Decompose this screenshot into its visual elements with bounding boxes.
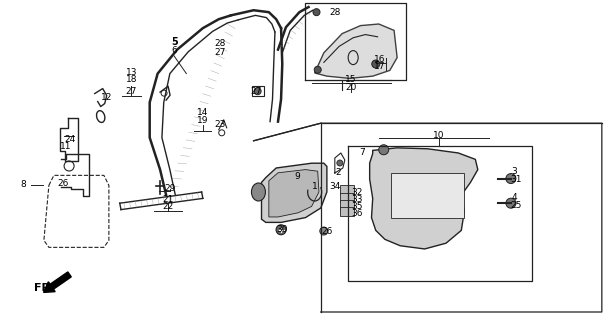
Text: 20: 20: [345, 83, 356, 92]
Text: 28: 28: [329, 8, 340, 17]
Text: 24: 24: [65, 135, 76, 144]
Text: 10: 10: [433, 131, 444, 140]
Text: 32: 32: [351, 188, 362, 196]
Bar: [340, 193, 354, 202]
Text: 26: 26: [321, 227, 332, 236]
Circle shape: [379, 145, 389, 155]
Text: 6: 6: [171, 46, 177, 55]
Text: 34: 34: [329, 182, 340, 191]
Bar: [340, 207, 354, 216]
Polygon shape: [370, 148, 478, 249]
Text: 3: 3: [511, 167, 518, 176]
Text: 27: 27: [251, 87, 262, 96]
Text: 14: 14: [197, 108, 208, 117]
Text: 36: 36: [351, 209, 362, 218]
Polygon shape: [315, 24, 397, 78]
Text: 7: 7: [359, 148, 365, 157]
Circle shape: [276, 225, 286, 235]
Text: 2: 2: [335, 168, 341, 177]
Text: 16: 16: [375, 55, 386, 64]
Polygon shape: [269, 170, 319, 217]
Text: 26: 26: [57, 179, 68, 188]
Text: 23: 23: [214, 120, 225, 129]
Text: 15: 15: [345, 75, 356, 84]
Circle shape: [337, 160, 343, 166]
Text: 30: 30: [277, 225, 288, 234]
Text: 9: 9: [295, 172, 301, 181]
Text: 28: 28: [214, 39, 225, 48]
Circle shape: [371, 60, 380, 68]
Bar: [340, 185, 354, 194]
Text: 8: 8: [20, 180, 26, 189]
Text: 31: 31: [511, 175, 522, 184]
Text: 21: 21: [163, 195, 174, 204]
Circle shape: [254, 88, 261, 95]
Bar: [252, 86, 263, 96]
Text: 35: 35: [351, 202, 362, 211]
Circle shape: [506, 198, 516, 208]
Bar: [340, 200, 354, 209]
Text: 12: 12: [101, 93, 112, 102]
Ellipse shape: [252, 183, 265, 201]
Text: 25: 25: [511, 201, 522, 210]
Text: 33: 33: [351, 195, 362, 204]
Bar: [391, 173, 464, 218]
Circle shape: [313, 9, 320, 16]
Text: 1: 1: [312, 182, 318, 191]
Text: 29: 29: [164, 184, 175, 193]
Text: 4: 4: [511, 193, 518, 202]
Text: 5: 5: [170, 36, 178, 47]
FancyArrow shape: [43, 272, 71, 292]
Text: FR.: FR.: [34, 283, 54, 293]
Polygon shape: [262, 163, 327, 222]
Text: 22: 22: [163, 202, 174, 211]
Text: 19: 19: [197, 116, 208, 124]
Text: 17: 17: [375, 62, 386, 71]
Text: 27: 27: [126, 87, 137, 96]
Text: 11: 11: [60, 142, 71, 151]
Circle shape: [314, 66, 321, 73]
Circle shape: [320, 227, 328, 235]
Circle shape: [506, 173, 516, 184]
Text: 27: 27: [214, 48, 225, 57]
Text: 18: 18: [126, 75, 137, 84]
Text: 13: 13: [126, 68, 137, 76]
